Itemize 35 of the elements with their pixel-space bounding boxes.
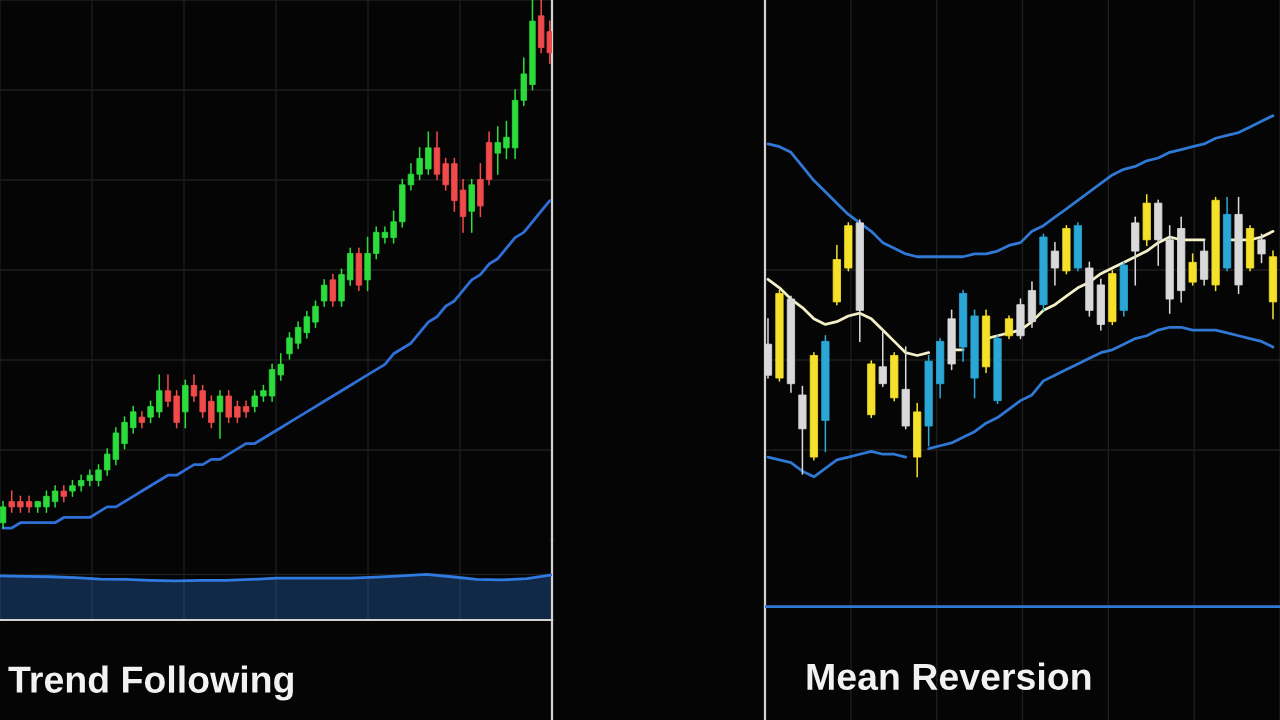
candlestick bbox=[425, 131, 432, 176]
candlestick bbox=[1050, 241, 1060, 286]
candlestick bbox=[503, 120, 510, 160]
candlestick bbox=[234, 400, 241, 424]
candlestick bbox=[216, 389, 224, 440]
candlestick bbox=[1188, 253, 1197, 286]
candlestick bbox=[190, 374, 198, 403]
candlestick bbox=[147, 400, 154, 424]
candlestick bbox=[1257, 233, 1266, 264]
candlestick bbox=[225, 389, 232, 424]
candlestick bbox=[121, 416, 128, 450]
candlestick bbox=[390, 210, 397, 244]
candlestick bbox=[494, 125, 501, 176]
text: Trend Following bbox=[8, 665, 293, 701]
candlestick bbox=[199, 384, 206, 418]
candlestick bbox=[442, 157, 449, 191]
candlestick bbox=[130, 405, 137, 434]
candlestick bbox=[51, 485, 59, 508]
candlestick bbox=[8, 490, 15, 513]
candlestick bbox=[312, 300, 319, 329]
candlestick bbox=[156, 374, 163, 418]
candlestick bbox=[251, 389, 258, 413]
candlestick bbox=[95, 463, 102, 487]
candlestick bbox=[407, 162, 415, 191]
candlestick bbox=[208, 395, 215, 429]
candlestick bbox=[0, 500, 7, 529]
candlestick bbox=[164, 374, 172, 408]
candlestick bbox=[878, 329, 887, 388]
candlestick bbox=[1004, 315, 1014, 340]
candlestick bbox=[320, 279, 328, 308]
candlestick bbox=[286, 331, 293, 360]
candlestick bbox=[43, 490, 50, 513]
text: Mean Reversion bbox=[807, 662, 1091, 691]
candlestick bbox=[416, 147, 423, 181]
candlestick bbox=[329, 273, 337, 308]
